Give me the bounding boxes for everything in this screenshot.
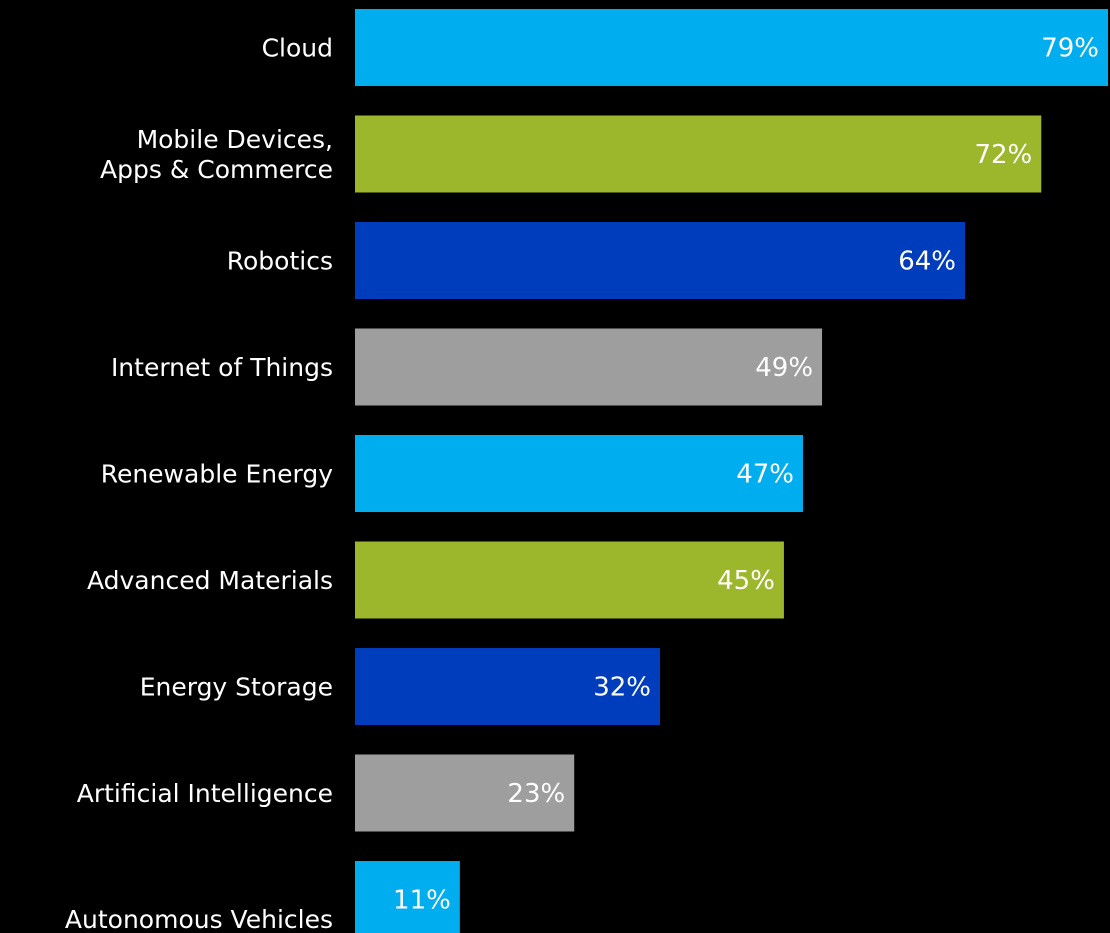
value-label-robotics: 64%	[898, 247, 956, 277]
bar-advanced-materials	[355, 541, 784, 619]
value-label-renewable-energy: 47%	[736, 460, 794, 490]
category-label-line: Mobile Devices,	[137, 125, 333, 154]
bar-energy-storage	[355, 648, 661, 725]
category-label-mobile-devices-apps-commerce: Mobile Devices, Apps & Commerce	[100, 125, 333, 184]
category-label-line: Energy Storage	[140, 673, 333, 702]
bar-renewable-energy	[355, 435, 803, 512]
bar-internet-of-things	[355, 328, 823, 406]
value-label-cloud: 79%	[1041, 34, 1099, 64]
category-label-line: Artificial Intelligence	[77, 779, 333, 808]
category-label-line: Autonomous Vehicles	[65, 905, 333, 933]
bar-autonomous-vehicles	[355, 861, 460, 933]
category-label-internet-of-things: Internet of Things	[111, 353, 333, 382]
category-label-robotics: Robotics	[227, 247, 333, 276]
bar-cloud	[355, 9, 1108, 86]
value-label-mobile-devices-apps-commerce: 72%	[974, 140, 1032, 170]
category-label-line: Cloud	[262, 34, 333, 63]
category-label-cloud: Cloud	[262, 34, 333, 63]
category-label-line: Renewable Energy	[101, 460, 333, 489]
bars-group: 79% Cloud 72% Mobile Devices, Apps & Commerc…	[65, 9, 1108, 933]
category-label-artificial-intelligence: Artificial Intelligence	[77, 779, 333, 808]
value-label-energy-storage: 32%	[593, 673, 651, 703]
category-label-line: Apps & Commerce	[100, 155, 333, 184]
value-label-advanced-materials: 45%	[717, 566, 775, 596]
category-label-line: Internet of Things	[111, 353, 333, 382]
category-label-autonomous-vehicles: Autonomous Vehicles	[65, 905, 333, 933]
category-label-energy-storage: Energy Storage	[140, 673, 333, 702]
bar-mobile-devices-apps-commerce	[355, 115, 1042, 193]
category-label-line: Advanced Materials	[87, 566, 333, 595]
bar-artificial-intelligence	[355, 754, 575, 832]
category-label-line: Robotics	[227, 247, 333, 276]
category-label-renewable-energy: Renewable Energy	[101, 460, 333, 489]
value-label-internet-of-things: 49%	[755, 353, 813, 383]
value-label-autonomous-vehicles: 11%	[393, 886, 451, 916]
category-label-advanced-materials: Advanced Materials	[87, 566, 333, 595]
bar-robotics	[355, 222, 966, 299]
value-label-artificial-intelligence: 23%	[507, 779, 565, 809]
